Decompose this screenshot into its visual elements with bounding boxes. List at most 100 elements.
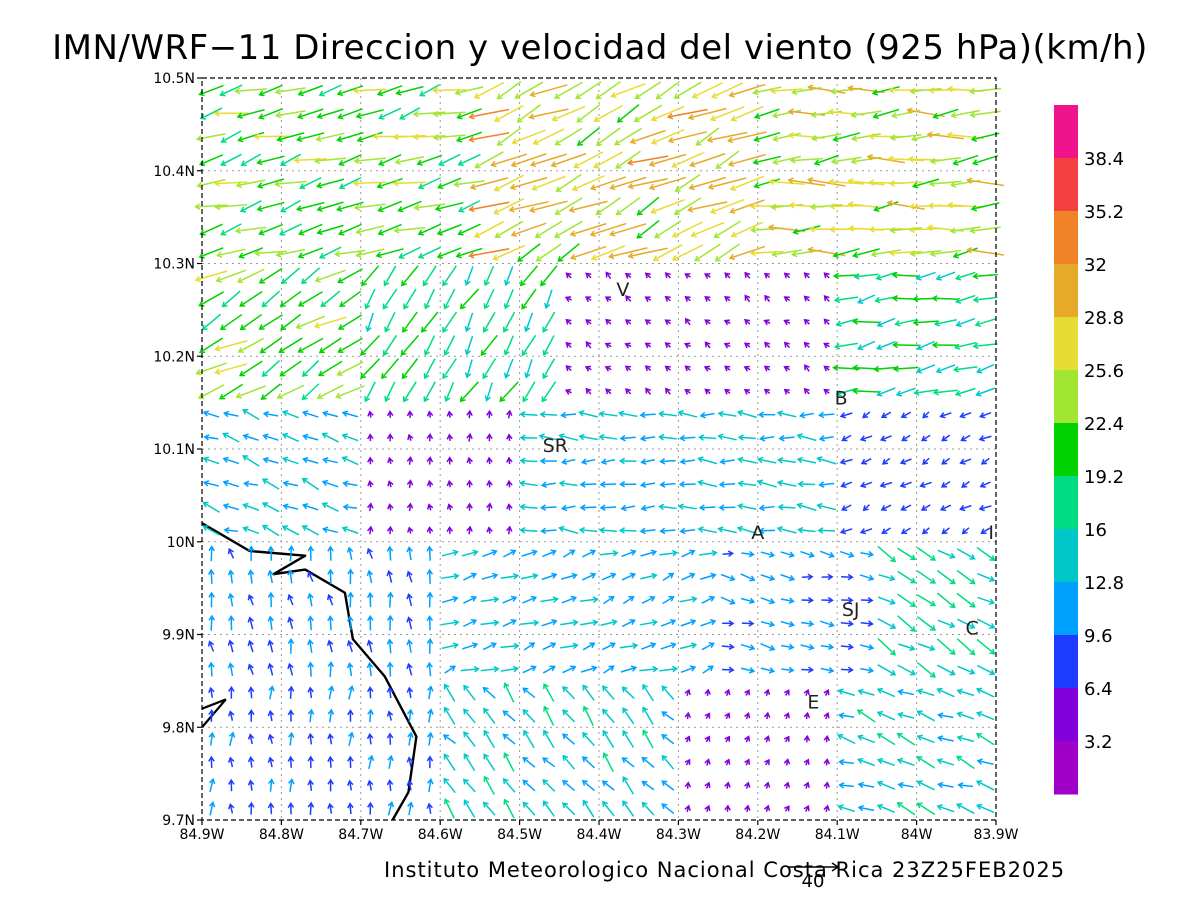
wind-vector bbox=[704, 712, 711, 720]
wind-vector bbox=[764, 341, 771, 349]
wind-vector bbox=[956, 755, 975, 770]
wind-vector bbox=[443, 288, 456, 310]
wind-vector bbox=[463, 753, 476, 772]
wind-vector bbox=[519, 265, 539, 287]
wind-vector bbox=[406, 456, 414, 465]
wind-vectors bbox=[194, 80, 1005, 819]
wind-vector bbox=[719, 458, 735, 465]
wind-vector bbox=[247, 593, 254, 606]
lon-tick-label: 84.1W bbox=[815, 827, 860, 843]
wind-vector bbox=[760, 642, 776, 651]
wind-vector bbox=[749, 249, 784, 257]
footer-credit: Instituto Meteorologico Nacional Costa R… bbox=[384, 858, 1066, 882]
colorbar-swatch bbox=[1054, 264, 1078, 318]
wind-vector bbox=[214, 363, 248, 375]
wind-vector bbox=[972, 342, 998, 350]
wind-vector bbox=[792, 225, 821, 235]
peninsula-line bbox=[201, 698, 227, 728]
wind-vector bbox=[407, 731, 414, 746]
wind-vector bbox=[687, 107, 727, 121]
wind-vector bbox=[367, 479, 374, 488]
wind-vector bbox=[262, 410, 279, 418]
wind-vector bbox=[602, 800, 615, 817]
wind-vector bbox=[502, 311, 516, 333]
wind-vector bbox=[916, 756, 936, 769]
wind-vector bbox=[644, 319, 652, 326]
wind-vector bbox=[463, 595, 478, 604]
wind-vector bbox=[486, 479, 493, 488]
wind-vector bbox=[860, 620, 874, 627]
wind-vector bbox=[659, 665, 679, 673]
wind-vector bbox=[909, 250, 942, 257]
wind-vector bbox=[807, 84, 846, 94]
wind-vector bbox=[327, 733, 334, 745]
wind-vector bbox=[691, 82, 724, 99]
wind-vector bbox=[222, 503, 240, 511]
wind-vector bbox=[880, 411, 892, 419]
wind-vector bbox=[888, 86, 923, 94]
wind-vector bbox=[801, 573, 814, 581]
lat-tick-label: 10.1N bbox=[153, 442, 195, 458]
wind-vector bbox=[916, 616, 936, 631]
wind-vector bbox=[857, 734, 876, 744]
wind-vector bbox=[877, 618, 897, 630]
wind-vector bbox=[565, 341, 572, 348]
wind-vector bbox=[605, 271, 612, 280]
wind-vector bbox=[316, 108, 344, 120]
wind-vector bbox=[565, 318, 572, 325]
wind-vector bbox=[743, 365, 751, 372]
wind-vector bbox=[280, 199, 301, 213]
wind-vector bbox=[202, 525, 220, 536]
wind-vector bbox=[677, 503, 697, 510]
wind-vector bbox=[877, 596, 896, 606]
wind-vector bbox=[346, 662, 354, 677]
wind-vector bbox=[947, 201, 984, 209]
wind-vector bbox=[326, 593, 334, 606]
wind-vector bbox=[916, 734, 935, 744]
wind-vector bbox=[624, 365, 632, 372]
wind-vector bbox=[267, 591, 275, 608]
wind-vector bbox=[247, 639, 254, 653]
wind-vector bbox=[503, 335, 514, 356]
wind-vector bbox=[560, 619, 579, 626]
wind-vector bbox=[744, 689, 750, 696]
wind-vector bbox=[709, 198, 745, 215]
wind-vector bbox=[426, 410, 434, 418]
wind-vector bbox=[763, 319, 771, 326]
wind-vector bbox=[558, 525, 579, 535]
wind-vector bbox=[383, 265, 397, 287]
wind-vector bbox=[915, 364, 936, 374]
wind-vector bbox=[823, 689, 830, 696]
wind-vector bbox=[446, 525, 454, 534]
wind-vector bbox=[466, 502, 473, 511]
wind-vector bbox=[704, 804, 711, 812]
wind-vector bbox=[633, 104, 663, 123]
wind-vector bbox=[639, 411, 656, 419]
wind-vector bbox=[661, 803, 675, 815]
wind-vector bbox=[684, 804, 691, 812]
wind-vector bbox=[502, 778, 516, 793]
wind-vector bbox=[823, 758, 831, 766]
wind-vector bbox=[752, 86, 782, 96]
wind-vector bbox=[446, 433, 454, 441]
wind-vector bbox=[523, 729, 535, 749]
wind-vector bbox=[671, 244, 704, 261]
wind-vector bbox=[227, 592, 235, 607]
wind-vector bbox=[426, 637, 434, 654]
wind-vector bbox=[664, 387, 671, 395]
wind-vector bbox=[208, 708, 215, 722]
wind-vector bbox=[293, 156, 327, 164]
wind-vector bbox=[576, 104, 601, 123]
wind-vector bbox=[366, 639, 374, 653]
wind-vector bbox=[216, 248, 246, 258]
wind-vector bbox=[500, 642, 520, 650]
wind-vector bbox=[482, 358, 497, 380]
wind-vector bbox=[508, 201, 549, 213]
wind-vector bbox=[740, 573, 756, 582]
wind-vector bbox=[208, 801, 216, 816]
wind-vector bbox=[213, 180, 248, 187]
wind-vector bbox=[202, 501, 220, 513]
wind-vector bbox=[971, 154, 999, 166]
wind-vector bbox=[839, 528, 853, 535]
wind-vector bbox=[888, 180, 923, 187]
